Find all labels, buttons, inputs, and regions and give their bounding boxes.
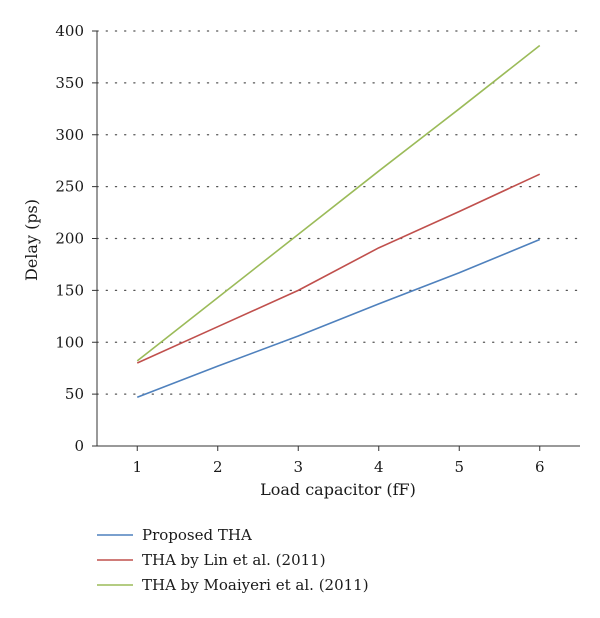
x-tick-labels: 1 2 3 4 5 6	[132, 446, 545, 476]
y-tick-label: 100	[55, 333, 84, 351]
axes	[96, 31, 580, 447]
y-tick-label: 0	[74, 437, 84, 455]
x-tick-label: 1	[132, 458, 142, 476]
x-tick-label: 5	[454, 458, 464, 476]
series-lines	[136, 44, 541, 398]
y-tick-label: 200	[55, 230, 84, 248]
y-tick-label: 400	[55, 22, 84, 40]
x-tick-label: 3	[293, 458, 303, 476]
series-line-tha-by-moaiyeri-et-al-2011	[136, 44, 541, 362]
y-tick-label: 150	[55, 281, 84, 299]
series-line-proposed-tha	[136, 238, 541, 398]
gridlines	[96, 30, 581, 395]
legend-label: THA by Moaiyeri et al. (2011)	[142, 576, 369, 594]
y-tick-label: 350	[55, 74, 84, 92]
y-tick-label: 250	[55, 178, 84, 196]
legend-label: THA by Lin et al. (2011)	[142, 551, 326, 569]
x-tick-label: 2	[213, 458, 223, 476]
x-tick-label: 4	[374, 458, 384, 476]
x-tick-label: 6	[535, 458, 545, 476]
x-axis-title: Load capacitor (fF)	[260, 480, 416, 499]
series-line-tha-by-lin-et-al-2011	[136, 173, 541, 364]
y-axis-title: Delay (ps)	[22, 199, 41, 281]
legend-label: Proposed THA	[142, 526, 252, 544]
y-tick-labels: 0 50 100 150 200 250 300 350 400	[55, 22, 97, 455]
y-tick-label: 50	[65, 385, 84, 403]
legend: Proposed THA THA by Lin et al. (2011) THA …	[97, 526, 369, 594]
y-tick-label: 300	[55, 126, 84, 144]
